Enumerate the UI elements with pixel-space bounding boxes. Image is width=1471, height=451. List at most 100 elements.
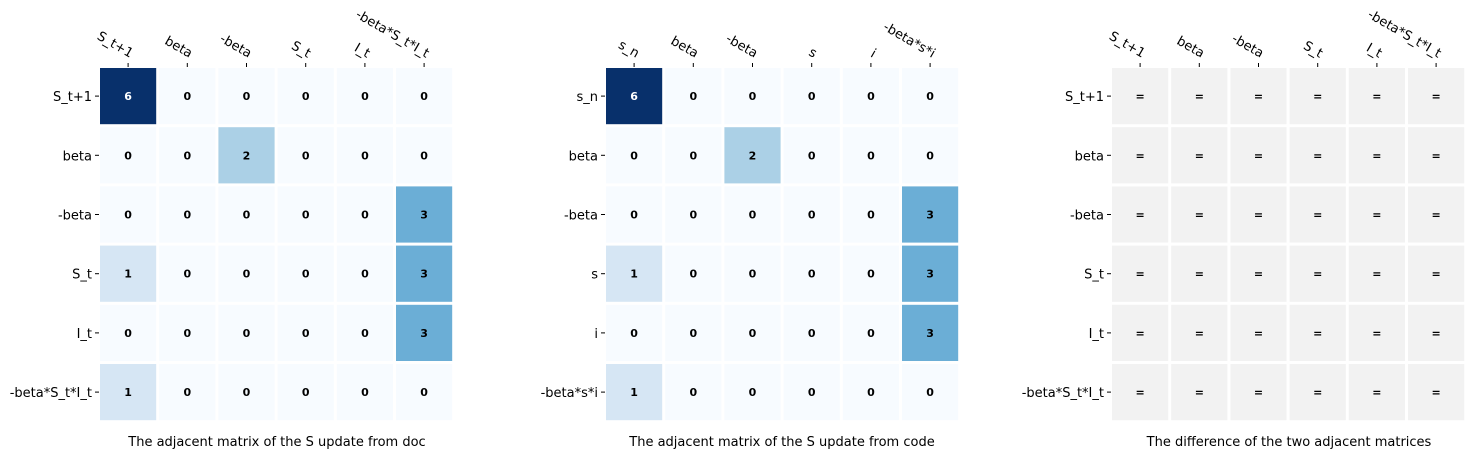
cell-value-label: 2 xyxy=(749,149,757,162)
cell-value-label: 0 xyxy=(749,268,757,281)
heatmap-cell xyxy=(1348,304,1405,361)
heatmap-cell xyxy=(1112,364,1169,421)
x-tick-label: i xyxy=(868,47,879,62)
y-tick-label: -beta xyxy=(58,209,92,224)
cell-value-label: = xyxy=(1135,90,1144,103)
heatmap-cell xyxy=(1289,127,1346,184)
heatmap-cell xyxy=(1112,68,1169,125)
cell-value-label: = xyxy=(1313,327,1322,340)
cell-value-label: 0 xyxy=(749,90,757,103)
cell-value-label: 0 xyxy=(630,209,638,222)
cell-value-label: 0 xyxy=(243,209,251,222)
cell-value-label: 3 xyxy=(926,268,934,281)
heatmap-cell xyxy=(277,127,334,184)
panel-caption: The adjacent matrix of the S update from… xyxy=(628,435,934,450)
heatmap-cell xyxy=(902,304,959,361)
heatmap-cell xyxy=(159,186,216,243)
cell-value-label: = xyxy=(1372,149,1381,162)
x-tick-label: -beta xyxy=(1229,31,1266,61)
cell-value-label: = xyxy=(1254,268,1263,281)
heatmap-cell xyxy=(665,68,722,125)
heatmap-cell xyxy=(1348,245,1405,302)
y-tick-label: -beta*s*i xyxy=(541,386,598,401)
heatmap-cell xyxy=(842,127,899,184)
heatmap-cell xyxy=(1230,68,1287,125)
heatmap-cell xyxy=(783,68,840,125)
x-tick-label: beta xyxy=(162,34,195,62)
y-tick-label: S_t xyxy=(72,268,92,283)
cell-value-label: 0 xyxy=(808,209,816,222)
cell-value-label: 0 xyxy=(183,149,191,162)
heatmap-cell xyxy=(1230,304,1287,361)
heatmap-cell xyxy=(842,186,899,243)
y-tick-label: beta xyxy=(63,149,92,164)
cell-value-label: 0 xyxy=(749,386,757,399)
cell-value-label: 0 xyxy=(183,327,191,340)
heatmap-panel-1: 6 0 0 0 0 0 0 0 2 0 0 0 0 0 0 0 0 3 1 0 0 0 0 3 0 0 0 0 0 3 1 0 0 0 0 0 S_t+… xyxy=(10,7,453,450)
heatmap-cell xyxy=(1289,304,1346,361)
cell-value-label: = xyxy=(1254,327,1263,340)
cell-value-label: = xyxy=(1431,90,1440,103)
x-tick-label: S_t xyxy=(1301,39,1326,62)
cell-value-label: 0 xyxy=(302,327,310,340)
heatmap-cell xyxy=(783,245,840,302)
heatmap-cell xyxy=(1408,245,1465,302)
heatmap-cell xyxy=(218,68,275,125)
cell-value-label: 0 xyxy=(302,90,310,103)
y-tick-label: I_t xyxy=(77,327,92,342)
heatmap-cell xyxy=(1408,304,1465,361)
cell-value-label: = xyxy=(1135,327,1144,340)
cell-value-label: 0 xyxy=(243,90,251,103)
heatmap-cell xyxy=(665,245,722,302)
cell-value-label: = xyxy=(1313,209,1322,222)
heatmap-cell xyxy=(218,186,275,243)
y-tick-label: beta xyxy=(569,149,598,164)
cell-value-label: 3 xyxy=(420,327,428,340)
y-tick-label: -beta xyxy=(564,209,598,224)
heatmap-cell xyxy=(902,127,959,184)
heatmap-cell xyxy=(100,245,157,302)
heatmap-cell xyxy=(724,364,781,421)
cell-value-label: = xyxy=(1195,327,1204,340)
cell-value-label: 3 xyxy=(420,209,428,222)
y-tick-label: -beta*S_t*I_t xyxy=(1022,386,1104,401)
heatmap-cell xyxy=(1112,127,1169,184)
cell-value-label: = xyxy=(1372,209,1381,222)
cell-value-label: = xyxy=(1254,386,1263,399)
heatmap-cell xyxy=(1230,245,1287,302)
cell-value-label: 0 xyxy=(420,386,428,399)
y-tick-label: S_t+1 xyxy=(1065,90,1104,105)
cell-value-label: = xyxy=(1135,268,1144,281)
x-tick-label: -beta xyxy=(723,31,760,61)
heatmap-cell xyxy=(724,68,781,125)
x-tick-label: S_t+1 xyxy=(1106,29,1147,61)
cell-value-label: 0 xyxy=(808,90,816,103)
cell-value-label: 6 xyxy=(124,90,132,103)
heatmap-cell xyxy=(1289,68,1346,125)
heatmap-cell xyxy=(396,127,453,184)
cell-value-label: 0 xyxy=(124,327,132,340)
heatmap-cell xyxy=(665,186,722,243)
heatmap-panel-2: 6 0 0 0 0 00 0 2 0 0 00 0 0 0 0 31 0 0 0 0 30 0 0 0 0 31 0 0 0 0 0s_nb… xyxy=(541,20,959,450)
heatmap-cell xyxy=(724,127,781,184)
y-tick-label: -beta xyxy=(1070,209,1104,224)
x-tick-label: -beta*s*i xyxy=(880,20,937,62)
heatmap-cell xyxy=(606,186,663,243)
heatmap-cell xyxy=(783,364,840,421)
cell-value-label: 0 xyxy=(867,386,875,399)
cell-value-label: 0 xyxy=(124,209,132,222)
y-tick-label: i xyxy=(594,327,598,342)
cell-value-label: 0 xyxy=(124,149,132,162)
y-tick-label: s xyxy=(591,268,598,283)
heatmap-cell xyxy=(277,304,334,361)
cell-value-label: 0 xyxy=(243,268,251,281)
cell-value-label: 0 xyxy=(808,149,816,162)
cell-value-label: 0 xyxy=(183,90,191,103)
heatmap-cell xyxy=(1408,127,1465,184)
cell-value-label: 0 xyxy=(361,327,369,340)
cell-value-label: 3 xyxy=(926,327,934,340)
panel-caption: The difference of the two adjacent matri… xyxy=(1146,435,1432,450)
cell-value-label: = xyxy=(1195,209,1204,222)
cell-value-label: 0 xyxy=(749,327,757,340)
heatmap-cell xyxy=(218,304,275,361)
